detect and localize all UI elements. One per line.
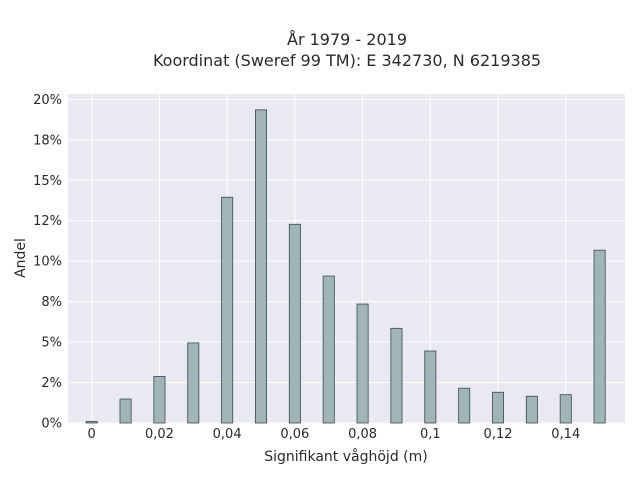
x-axis-ticks: 0 0,02 0,04 0,06 0,08 0,1 0,12 0,14 (88, 427, 581, 442)
y-tick-label-7: 18% (33, 133, 62, 148)
y-tick-label-8: 20% (33, 93, 62, 108)
bar-14 (559, 394, 572, 424)
bar-4 (221, 196, 234, 424)
y-axis-ticks: 0% 2% 5% 8% 10% 12% 15% 18% 20% (33, 93, 62, 432)
bar-1 (119, 398, 132, 424)
y-tick-label-6: 15% (33, 174, 62, 189)
x-tick-label-5: 0,1 (420, 427, 441, 442)
x-tick-label-6: 0,12 (484, 427, 513, 442)
y-axis-label: Andel (13, 238, 29, 278)
y-tick-label-0: 0% (41, 417, 62, 432)
bar-5 (255, 109, 267, 424)
bar-2 (153, 375, 166, 424)
bar-7 (322, 275, 335, 424)
x-tick-label-0: 0 (88, 427, 96, 442)
x-axis-label: Signifikant våghöjd (m) (264, 448, 427, 465)
chart-title-line-2: Koordinat (Sweref 99 TM): E 342730, N 62… (153, 51, 541, 70)
bar-12 (492, 391, 505, 424)
chart-title-line-1: År 1979 - 2019 (287, 30, 407, 49)
bar-9 (390, 327, 403, 424)
x-tick-label-3: 0,06 (280, 427, 309, 442)
y-tick-label-4: 10% (33, 255, 62, 270)
bar-series (85, 109, 606, 424)
y-tick-label-2: 5% (41, 336, 62, 351)
bar-10 (424, 350, 437, 424)
x-tick-label-7: 0,14 (551, 427, 580, 442)
y-tick-label-5: 12% (33, 214, 62, 229)
bar-15 (593, 249, 606, 424)
x-tick-label-2: 0,04 (213, 427, 242, 442)
x-tick-label-4: 0,08 (348, 427, 377, 442)
y-tick-label-1: 2% (41, 376, 62, 391)
bar-13 (525, 395, 538, 424)
plot-area (68, 94, 625, 423)
x-tick-label-1: 0,02 (145, 427, 174, 442)
bar-3 (187, 342, 200, 424)
y-tick-label-3: 8% (41, 295, 62, 310)
bar-11 (458, 387, 471, 424)
bar-6 (288, 223, 301, 424)
bar-8 (356, 303, 369, 424)
bar-0 (85, 420, 98, 424)
